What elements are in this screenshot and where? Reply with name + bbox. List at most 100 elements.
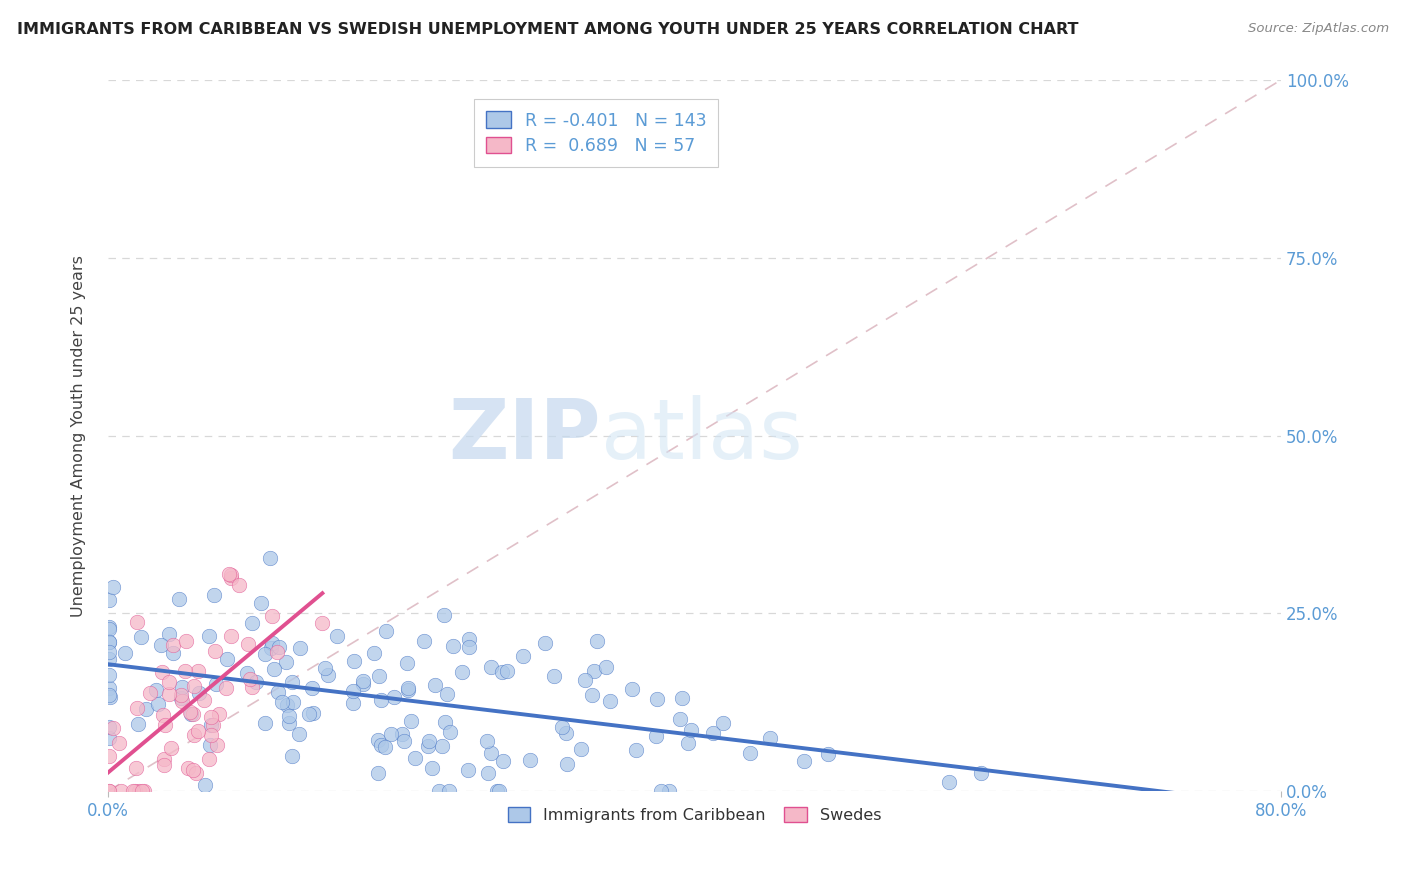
Point: [98, 668, 121, 682]
Point: [276, 698, 298, 713]
Point: [342, 696, 364, 710]
Point: [475, 734, 498, 748]
Point: [491, 665, 513, 680]
Point: [668, 713, 690, 727]
Point: [479, 746, 502, 760]
Point: [167, 592, 190, 607]
Point: [266, 645, 288, 659]
Point: [98, 720, 121, 734]
Point: [162, 638, 184, 652]
Point: [179, 705, 201, 719]
Point: [581, 688, 603, 702]
Point: [298, 706, 321, 721]
Point: [374, 624, 396, 639]
Point: [325, 629, 347, 643]
Point: [413, 633, 436, 648]
Point: [228, 578, 250, 592]
Point: [215, 652, 238, 666]
Point: [436, 688, 458, 702]
Point: [595, 660, 617, 674]
Point: [172, 680, 194, 694]
Point: [427, 783, 450, 797]
Point: [236, 637, 259, 651]
Point: [215, 681, 238, 696]
Point: [205, 738, 228, 752]
Text: ZIP: ZIP: [449, 395, 600, 476]
Point: [98, 783, 121, 797]
Point: [198, 752, 221, 766]
Point: [183, 728, 205, 742]
Point: [122, 783, 145, 797]
Point: [267, 640, 290, 655]
Point: [193, 693, 215, 707]
Point: [352, 673, 374, 688]
Point: [488, 783, 510, 797]
Point: [374, 739, 396, 754]
Point: [543, 669, 565, 683]
Point: [817, 747, 839, 762]
Point: [98, 681, 121, 695]
Point: [181, 764, 204, 778]
Point: [519, 753, 541, 767]
Point: [368, 669, 391, 683]
Point: [236, 665, 259, 680]
Text: Source: ZipAtlas.com: Source: ZipAtlas.com: [1249, 22, 1389, 36]
Point: [131, 783, 153, 797]
Point: [274, 656, 297, 670]
Point: [416, 739, 439, 754]
Point: [162, 646, 184, 660]
Point: [555, 756, 578, 771]
Text: IMMIGRANTS FROM CARIBBEAN VS SWEDISH UNEMPLOYMENT AMONG YOUTH UNDER 25 YEARS COR: IMMIGRANTS FROM CARIBBEAN VS SWEDISH UNE…: [17, 22, 1078, 37]
Point: [676, 736, 699, 750]
Point: [170, 691, 193, 706]
Point: [202, 588, 225, 602]
Point: [253, 716, 276, 731]
Point: [183, 680, 205, 694]
Point: [260, 640, 283, 655]
Point: [370, 738, 392, 752]
Point: [496, 664, 519, 678]
Point: [200, 729, 222, 743]
Point: [98, 593, 121, 607]
Point: [150, 638, 173, 652]
Point: [152, 752, 174, 766]
Point: [219, 568, 242, 582]
Point: [970, 765, 993, 780]
Point: [135, 701, 157, 715]
Point: [551, 720, 574, 734]
Point: [290, 640, 312, 655]
Point: [479, 660, 502, 674]
Point: [492, 755, 515, 769]
Point: [204, 644, 226, 658]
Point: [101, 721, 124, 735]
Point: [450, 665, 472, 680]
Point: [152, 708, 174, 723]
Point: [266, 685, 288, 699]
Point: [399, 714, 422, 728]
Point: [145, 682, 167, 697]
Point: [98, 620, 121, 634]
Point: [98, 635, 121, 649]
Point: [441, 640, 464, 654]
Point: [574, 673, 596, 687]
Text: atlas: atlas: [600, 395, 803, 476]
Point: [278, 709, 301, 723]
Point: [98, 783, 121, 797]
Point: [367, 733, 389, 747]
Point: [250, 596, 273, 610]
Point: [477, 765, 499, 780]
Point: [624, 743, 647, 757]
Point: [157, 687, 180, 701]
Point: [207, 707, 229, 722]
Point: [599, 694, 621, 708]
Point: [187, 665, 209, 679]
Point: [457, 763, 479, 777]
Point: [569, 741, 592, 756]
Point: [98, 690, 121, 705]
Point: [98, 688, 121, 702]
Point: [173, 664, 195, 678]
Point: [434, 715, 457, 730]
Point: [114, 646, 136, 660]
Point: [302, 706, 325, 720]
Point: [439, 724, 461, 739]
